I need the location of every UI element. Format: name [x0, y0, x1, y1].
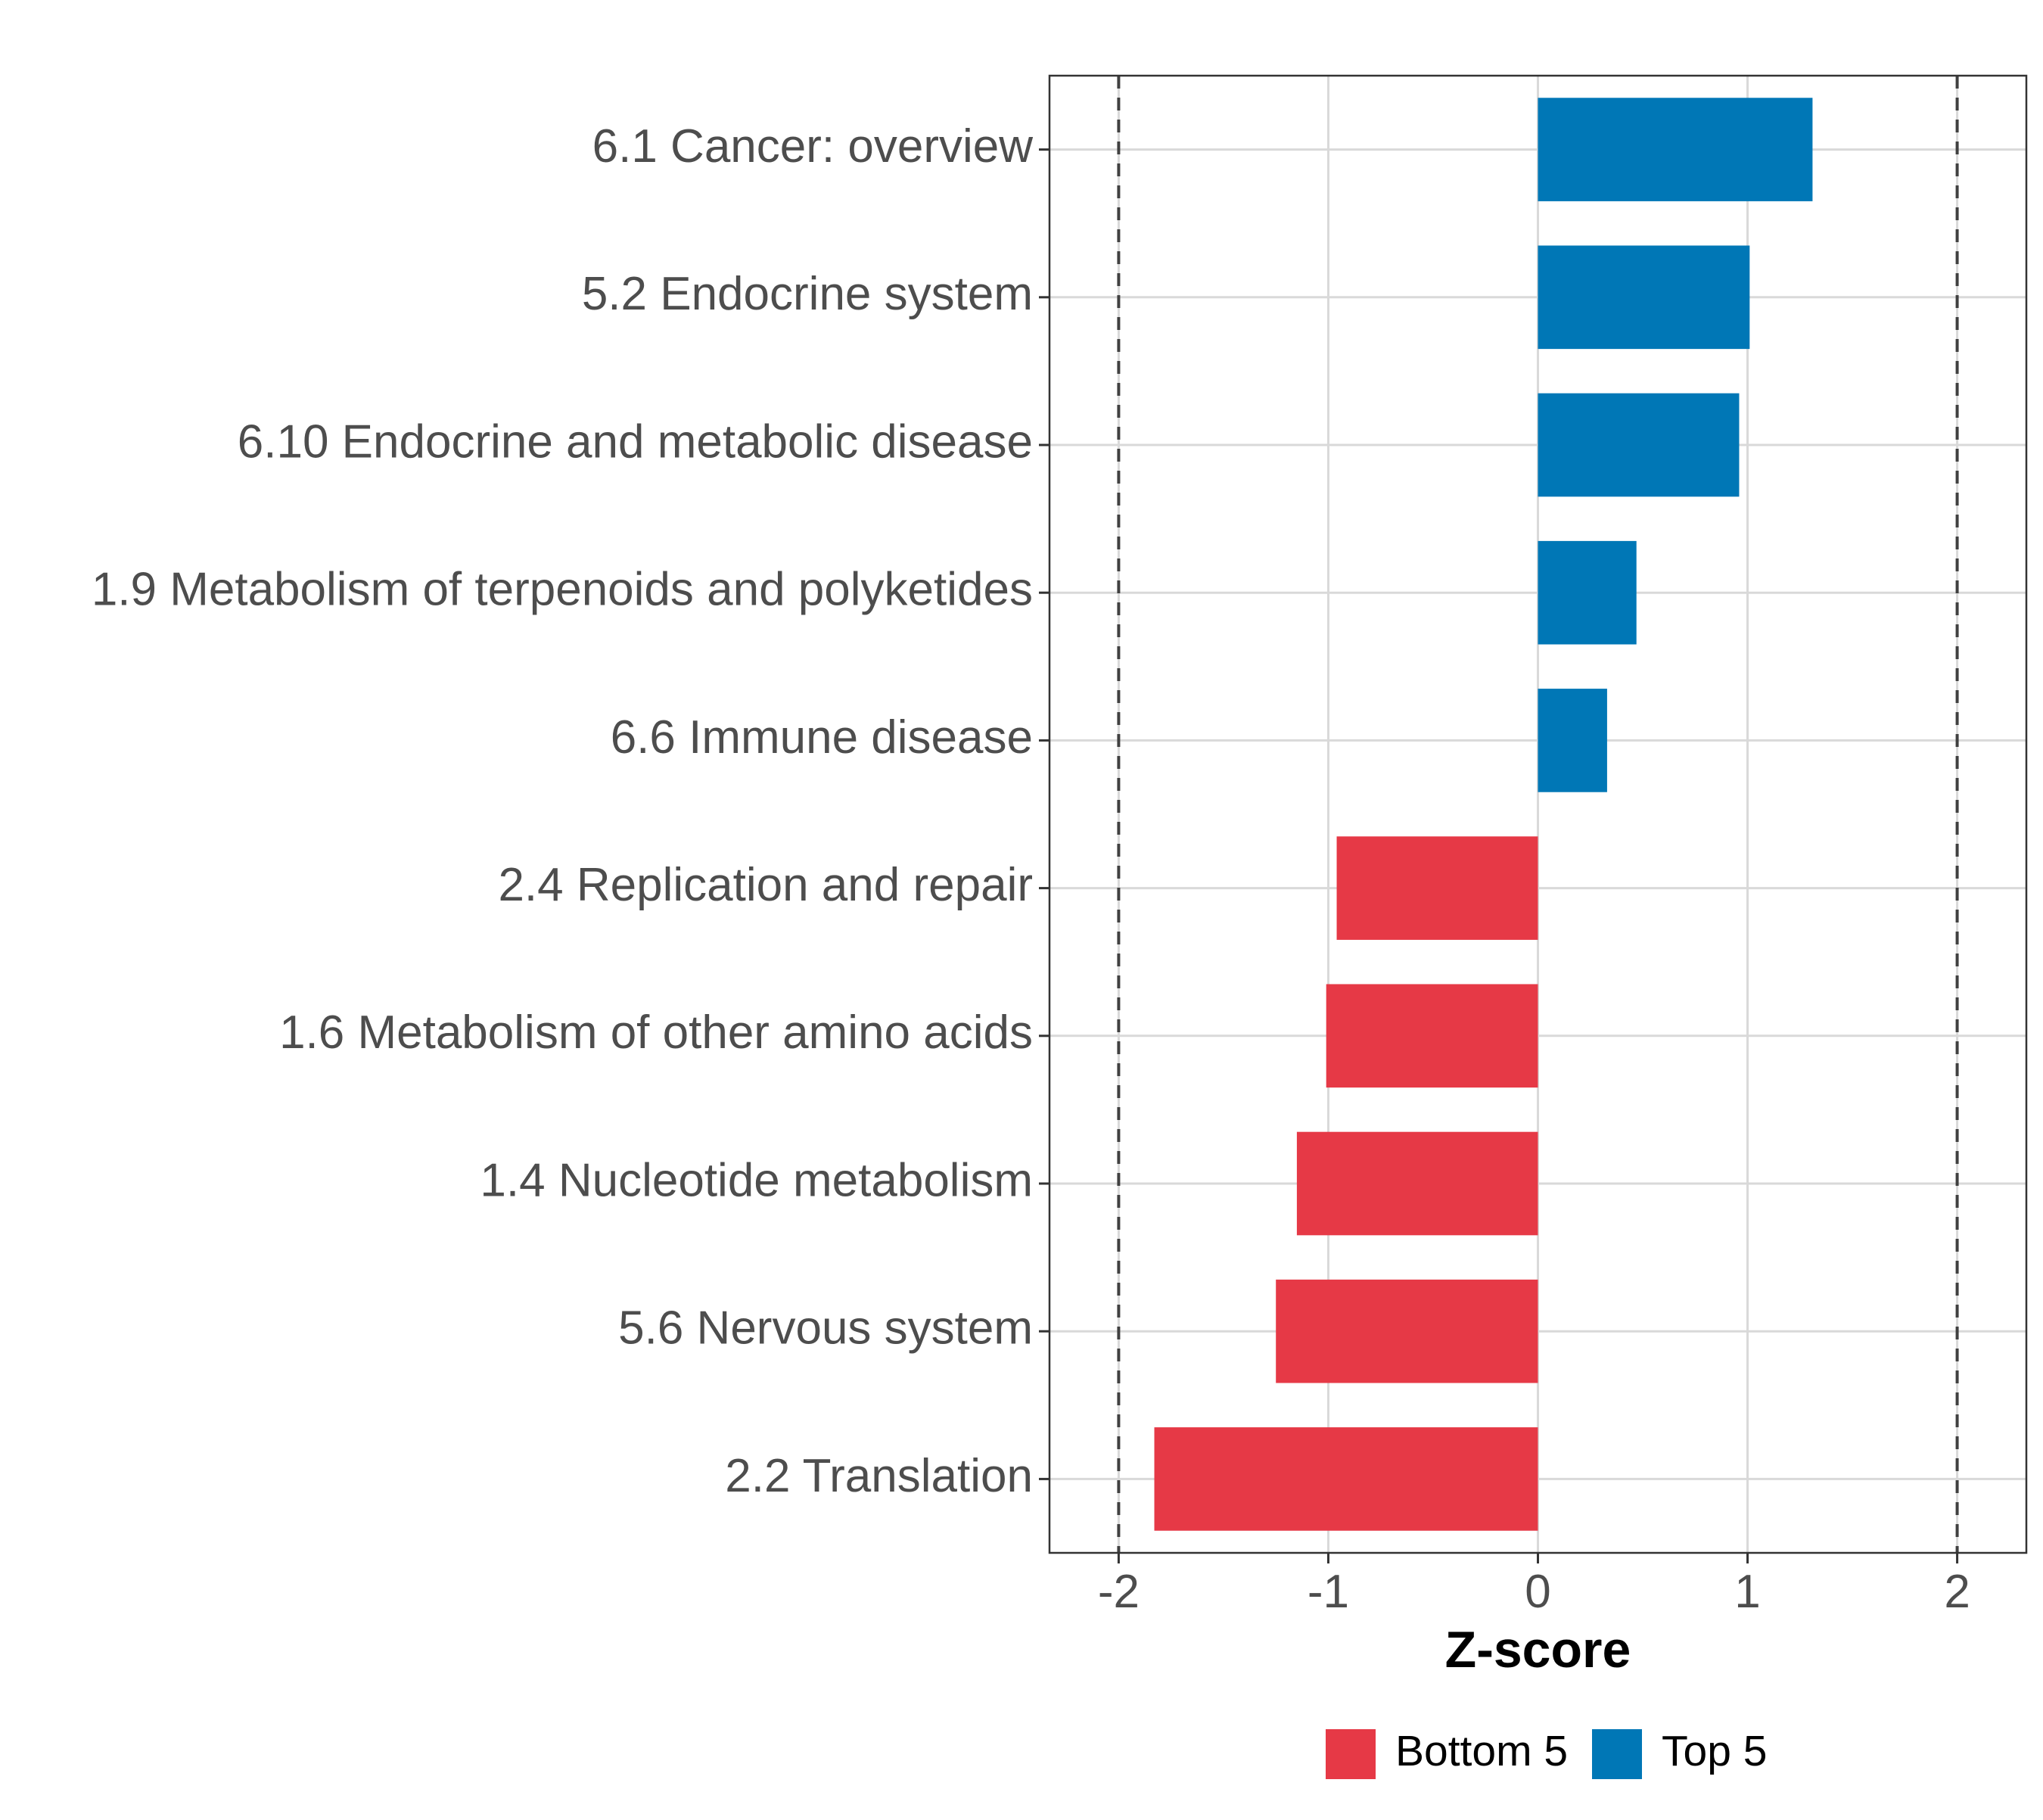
category-label: 6.10 Endocrine and metabolic disease — [238, 415, 1033, 468]
x-tick-label: 2 — [1944, 1566, 1970, 1618]
y-axis: 6.1 Cancer: overview 5.2 Endocrine system… — [92, 120, 1049, 1502]
bar — [1296, 1131, 1538, 1236]
category-label: 2.4 Replication and repair — [498, 859, 1033, 911]
bar — [1326, 984, 1538, 1088]
category-label: 1.4 Nucleotide metabolism — [480, 1154, 1033, 1206]
bar — [1336, 836, 1538, 940]
legend-swatch — [1326, 1729, 1376, 1779]
reference-lines — [1117, 76, 1959, 1553]
x-tick-label: 0 — [1525, 1566, 1550, 1618]
category-label: 6.6 Immune disease — [611, 711, 1033, 764]
bar — [1538, 393, 1740, 497]
category-label: 5.6 Nervous system — [618, 1302, 1033, 1355]
category-label: 2.2 Translation — [725, 1450, 1033, 1502]
legend-swatch — [1592, 1729, 1642, 1779]
x-tick-label: -1 — [1308, 1566, 1349, 1618]
category-label: 1.9 Metabolism of terpenoids and polyket… — [92, 564, 1033, 616]
bar — [1538, 689, 1607, 792]
x-tick-label: 1 — [1734, 1566, 1760, 1618]
category-label: 6.1 Cancer: overview — [592, 120, 1034, 173]
bar — [1276, 1279, 1538, 1383]
category-label: 1.6 Metabolism of other amino acids — [279, 1006, 1033, 1059]
bar — [1538, 98, 1813, 201]
bar — [1538, 540, 1637, 645]
legend-label: Bottom 5 — [1395, 1727, 1568, 1775]
legend: Bottom 5 Top 5 — [1326, 1727, 1767, 1779]
bars — [1154, 98, 1813, 1531]
bar — [1154, 1427, 1538, 1531]
category-label: 5.2 Endocrine system — [582, 268, 1033, 320]
x-axis: -2 -1 0 1 2 — [1098, 1553, 1970, 1618]
x-axis-title: Z-score — [1445, 1621, 1631, 1678]
x-tick-label: -2 — [1098, 1566, 1140, 1618]
legend-label: Top 5 — [1662, 1727, 1767, 1775]
bar — [1538, 245, 1750, 350]
